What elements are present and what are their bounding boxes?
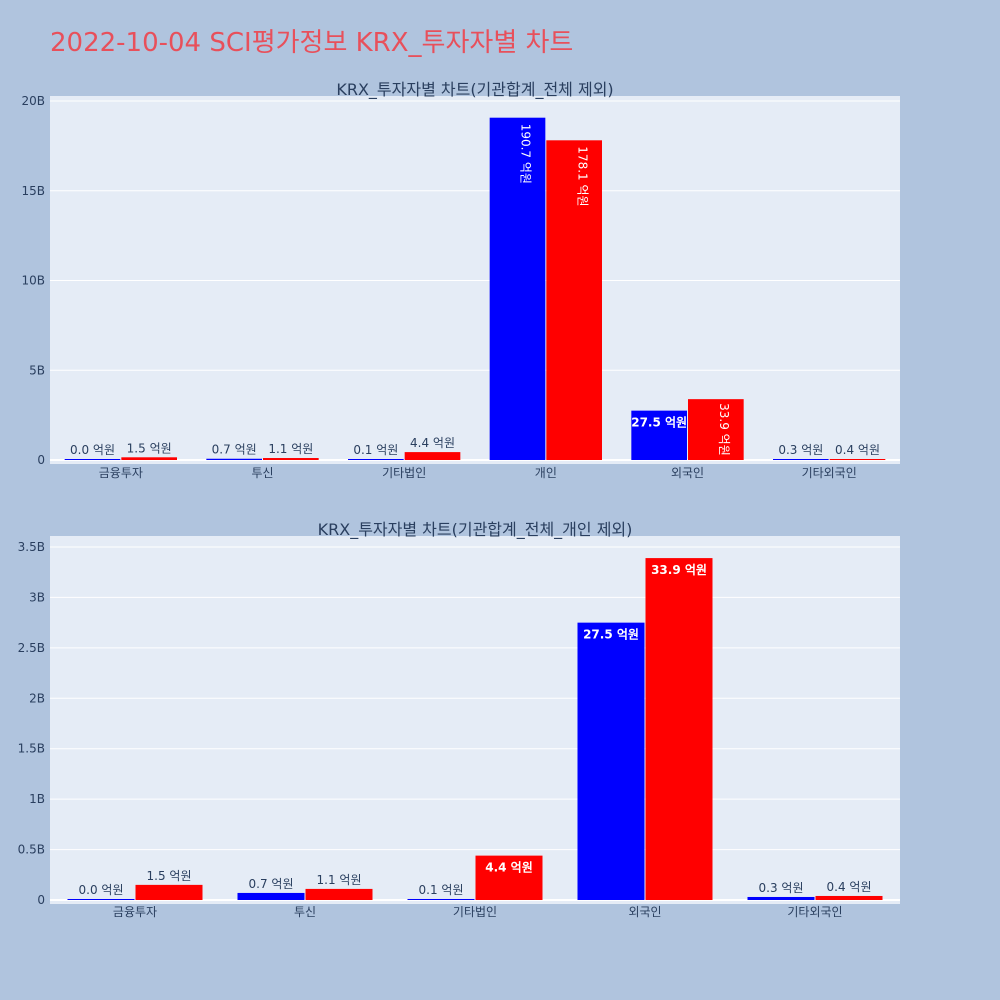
data-label: 4.4 억원 [485,861,533,875]
x-tick-label: 기타법인 [453,905,497,919]
bar [688,399,744,460]
data-label: 0.3 억원 [778,443,823,457]
data-label: 0.3 억원 [759,881,804,895]
x-tick-label: 외국인 [671,466,704,480]
bar [263,458,319,460]
data-label: 0.0 억원 [70,443,115,457]
data-label: 4.4 억원 [410,436,455,450]
y-tick-label: 0 [37,893,45,907]
bar [407,898,475,900]
chart-title: KRX_투자자별 차트(기관합계_전체_개인 제외) [318,520,633,540]
plot-area [50,536,900,904]
investor-chart-all: KRX_투자자별 차트(기관합계_전체 제외) 0 5B 10B 15B 20B 금융투자 0… [21,80,900,480]
investor-chart-excl-individual: KRX_투자자별 차트(기관합계_전체_개인 제외) 0 0.5B 1B 1.5B 2B 2… [18,520,900,919]
data-label: 33.9 억원 [651,563,707,577]
y-tick-label: 20B [21,94,45,108]
bar [577,622,645,900]
x-tick-label: 개인 [535,466,557,480]
data-label: 0.0 억원 [79,883,124,897]
bar [773,459,829,460]
y-tick-label: 2B [29,691,45,705]
bar [546,140,602,461]
y-tick-label: 0.5B [18,843,45,857]
y-tick-label: 0 [37,453,45,467]
bar [305,888,373,900]
data-label: 178.1 억원 [575,146,589,206]
data-label: 0.4 억원 [835,443,880,457]
data-label: 33.9 억원 [717,403,731,456]
x-tick-label: 투신 [251,466,273,480]
data-label: 27.5 억원 [631,416,687,430]
data-label: 0.7 억원 [249,877,294,891]
bar [475,855,543,900]
x-tick-label: 외국인 [628,905,661,919]
data-label: 1.1 억원 [317,873,362,887]
y-tick-label: 2.5B [18,641,45,655]
bar [404,452,461,460]
data-label: 0.7 억원 [212,443,257,457]
y-tick-label: 10B [21,274,45,288]
data-label: 0.1 억원 [419,883,464,897]
x-tick-label: 기타외국인 [802,466,857,480]
data-label: 1.5 억원 [127,441,172,455]
chart-title: KRX_투자자별 차트(기관합계_전체 제외) [336,80,613,100]
bar [237,892,305,900]
bar [829,459,886,460]
y-tick-label: 5B [29,363,45,377]
y-tick-label: 3.5B [18,540,45,554]
data-label: 1.1 억원 [268,442,313,456]
x-tick-label: 기타법인 [382,466,426,480]
bar [64,459,121,460]
y-tick-label: 1.5B [18,742,45,756]
x-tick-label: 금융투자 [113,905,157,919]
bar [135,884,203,900]
data-label: 0.1 억원 [353,443,398,457]
data-label: 1.5 억원 [147,869,192,883]
data-label: 27.5 억원 [583,628,639,642]
data-label: 190.7 억원 [519,124,533,184]
x-tick-label: 기타외국인 [787,905,842,919]
bar [67,899,135,900]
page-title: 2022-10-04 SCI평가정보 KRX_투자자별 차트 [50,28,574,58]
x-tick-label: 투신 [294,905,316,919]
y-tick-label: 3B [29,590,45,604]
bar [348,459,404,460]
y-tick-label: 1B [29,792,45,806]
bar [747,896,815,900]
bar [206,458,262,460]
y-tick-label: 15B [21,184,45,198]
bar [815,895,883,900]
data-label: 0.4 억원 [827,880,872,894]
bar [489,117,546,461]
bar [631,410,687,460]
bar [121,457,177,460]
x-tick-label: 금융투자 [99,466,143,480]
bar [645,558,713,900]
